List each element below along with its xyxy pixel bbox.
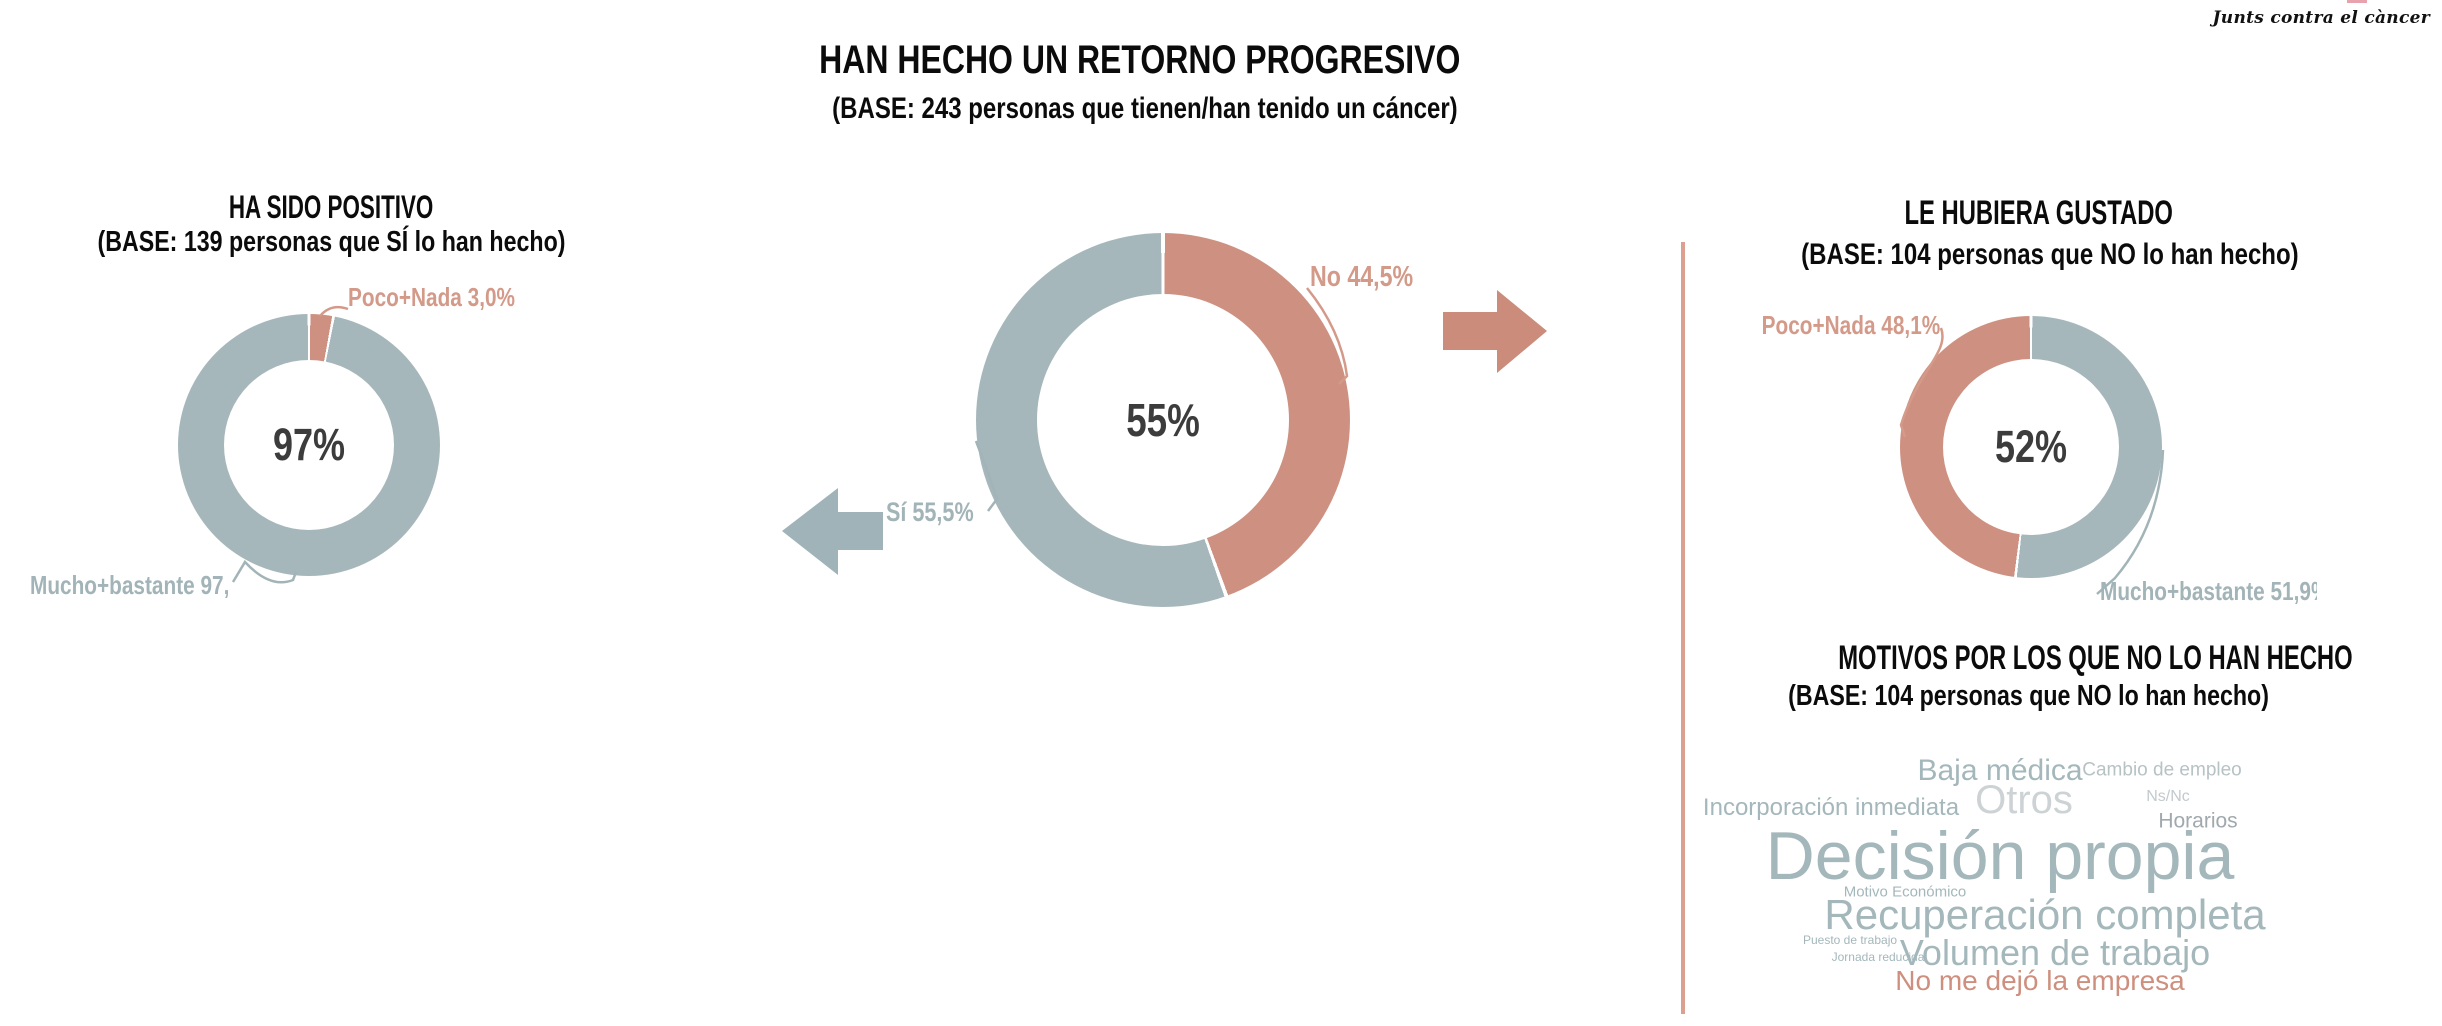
- wordcloud-word: Otros: [1975, 778, 2073, 822]
- label-no-445: No 44,5%: [1310, 261, 1414, 293]
- panel-separator: [1681, 242, 1685, 1014]
- wordcloud-word: Motivo Económico: [1843, 883, 1967, 901]
- page-subtitle: (BASE: 243 personas que tienen/han tenid…: [832, 92, 1458, 125]
- wordcloud-word: Decisión propia: [1765, 818, 2235, 894]
- donut-center-value: 55%: [1126, 394, 1200, 446]
- donut-hole: 55%: [1037, 294, 1289, 546]
- right-chart-subtitle: (BASE: 104 personas que NO lo han hecho): [1801, 238, 2299, 271]
- wordcloud-word: Puesto de trabajo: [1802, 933, 1898, 947]
- logo-mark: [2347, 0, 2367, 3]
- wordcloud-word: Ns/Nc: [2146, 788, 2190, 805]
- label-poco-nada-481: Poco+Nada 48,1%: [1761, 310, 1940, 340]
- wordcloud-word: No me dejó la empresa: [1895, 965, 2185, 996]
- arrow-right-no-icon: [1443, 290, 1547, 373]
- wordcloud-word: Horarios: [2158, 809, 2238, 833]
- donut-center-value: 97%: [272, 419, 346, 470]
- wordcloud-word: Incorporación inmediata: [1702, 794, 1960, 821]
- wordcloud-word: Jornada reducida: [1831, 950, 1925, 964]
- page-title: HAN HECHO UN RETORNO PROGRESIVO: [819, 38, 1461, 82]
- label-mucho-bastante-97: Mucho+bastante 97,: [30, 570, 230, 600]
- arrow-left-si-icon: [782, 488, 883, 575]
- wordcloud-word: Baja médica: [1917, 754, 2083, 787]
- donut-hole: 52%: [1943, 359, 2119, 535]
- donut-center-value: 52%: [1994, 421, 2068, 472]
- wordcloud-word: Volumen de trabajo: [1899, 932, 2211, 973]
- wordcloud-title: MOTIVOS POR LOS QUE NO LO HAN HECHO: [1838, 639, 2353, 677]
- donut-retorno-progresivo: 55%: [976, 233, 1350, 607]
- wordcloud-word: Recuperación completa: [1824, 891, 2266, 938]
- label-poco-nada-3: Poco+Nada 3,0%: [348, 282, 516, 312]
- left-chart-title: HA SIDO POSITIVO: [228, 189, 434, 225]
- donut-hole: 97%: [224, 360, 394, 530]
- left-chart-subtitle: (BASE: 139 personas que SÍ lo han hecho): [97, 226, 565, 258]
- right-chart-title: LE HUBIERA GUSTADO: [1904, 194, 2174, 232]
- donut-ha-sido-positivo: 97%: [178, 314, 440, 576]
- label-si-555: Sí 55,5%: [886, 497, 974, 527]
- donut-le-hubiera-gustado: 52%: [1900, 316, 2162, 578]
- label-mucho-bastante-519: Mucho+bastante 51,9%: [2100, 578, 2317, 604]
- logo-text: Junts contra el càncer: [2212, 8, 2430, 28]
- wordcloud-word: Cambio de empleo: [2082, 759, 2242, 781]
- wordcloud-subtitle: (BASE: 104 personas que NO lo han hecho): [1788, 680, 2269, 712]
